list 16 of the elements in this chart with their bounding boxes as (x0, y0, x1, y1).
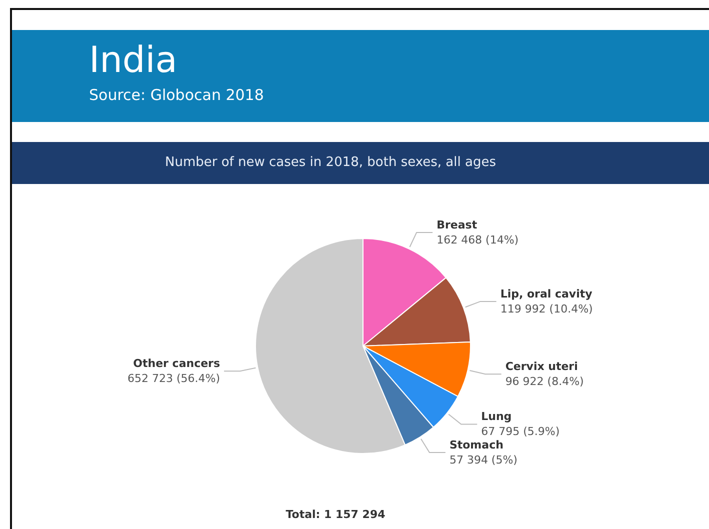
slice-label: Breast (436, 218, 478, 232)
source-note: Source: Globocan 2018 (89, 86, 264, 104)
slice-label: Other cancers (133, 356, 220, 370)
slice-label: Lung (481, 410, 512, 424)
data-label: 96 922 (8.4%) (505, 374, 584, 388)
slice-label: Stomach (449, 438, 504, 452)
slice-label: Lip, oral cavity (500, 287, 592, 300)
text: Total: 1 157 294 (284, 508, 386, 521)
data-label: 162 468 (14%) (436, 233, 519, 246)
data-label: 119 992 (10.4%) (500, 302, 593, 316)
slice-label: Cervix uteri (505, 360, 578, 373)
data-label: 67 795 (5.9%) (481, 425, 560, 438)
data-label: 57 394 (5%) (449, 453, 518, 466)
data-label: 652 723 (56.4%) (128, 372, 220, 385)
chart-subtitle: Number of new cases in 2018, both sexes, all ages (12, 142, 709, 184)
chart-title: India (89, 40, 178, 82)
